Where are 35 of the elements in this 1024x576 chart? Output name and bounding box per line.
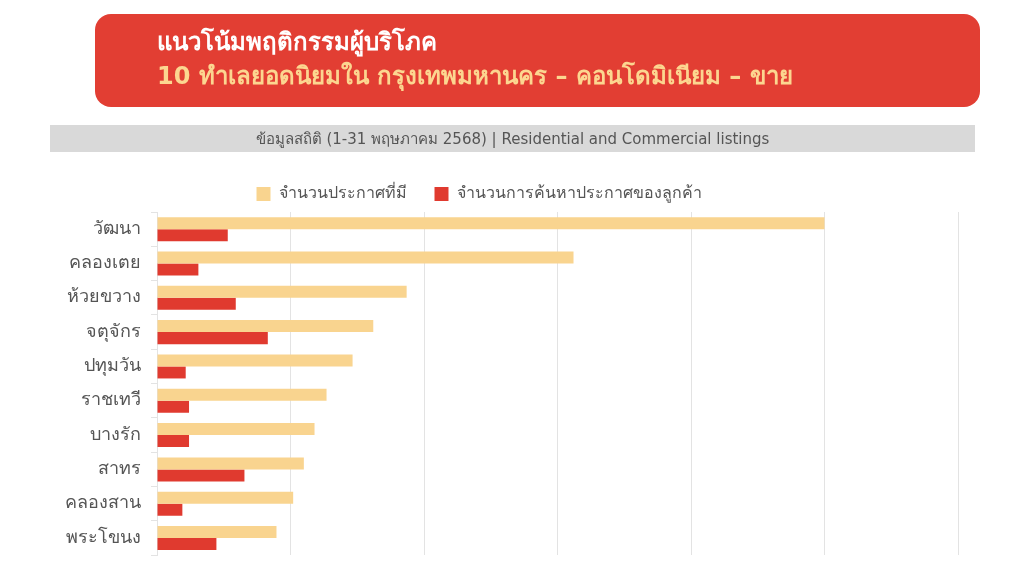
y-tick-label: บางรัก bbox=[90, 422, 141, 444]
bar bbox=[157, 217, 825, 230]
y-tick-label: คลองสาน bbox=[65, 491, 141, 513]
y-tick-label: ปทุมวัน bbox=[84, 354, 141, 377]
bar bbox=[157, 457, 304, 470]
y-tick-label: คลองเตย bbox=[69, 251, 141, 273]
bar bbox=[157, 423, 315, 436]
bar bbox=[157, 263, 199, 276]
chart-subtitle: 10 ทำเลยอดนิยมใน กรุงเทพมหานคร – คอนโดมิเนียม – ขาย bbox=[157, 60, 793, 92]
bar bbox=[157, 538, 217, 551]
bar bbox=[157, 354, 353, 367]
y-tick-label: พระโขนง bbox=[66, 525, 141, 547]
y-tick-label: วัฒนา bbox=[93, 216, 141, 238]
bar bbox=[157, 320, 374, 333]
bar bbox=[157, 251, 574, 264]
y-tick-label: สาทร bbox=[98, 457, 141, 479]
bar bbox=[157, 388, 327, 401]
legend-label: จำนวนประกาศที่มี bbox=[278, 181, 407, 203]
chart-title: แนวโน้มพฤติกรรมผู้บริโภค bbox=[157, 26, 437, 58]
bar bbox=[157, 469, 245, 482]
bar bbox=[157, 366, 186, 379]
bar bbox=[157, 229, 228, 242]
bar bbox=[157, 526, 277, 539]
text: ข้อมูลสถิติ (1-31 พฤษภาคม 2568) | Residential and Commercial listings bbox=[255, 128, 770, 150]
y-tick-label: จตุจักร bbox=[86, 319, 141, 342]
y-tick-label: ราชเทวี bbox=[81, 388, 141, 410]
legend-label: จำนวนการค้นหาประกาศของลูกค้า bbox=[456, 183, 702, 204]
bar bbox=[157, 297, 236, 310]
bar bbox=[157, 400, 190, 413]
y-tick-label: ห้วยขวาง bbox=[67, 285, 141, 307]
bar bbox=[157, 285, 407, 298]
bar bbox=[157, 503, 183, 516]
bar bbox=[157, 435, 190, 448]
bar bbox=[157, 491, 294, 504]
bar bbox=[157, 332, 268, 345]
